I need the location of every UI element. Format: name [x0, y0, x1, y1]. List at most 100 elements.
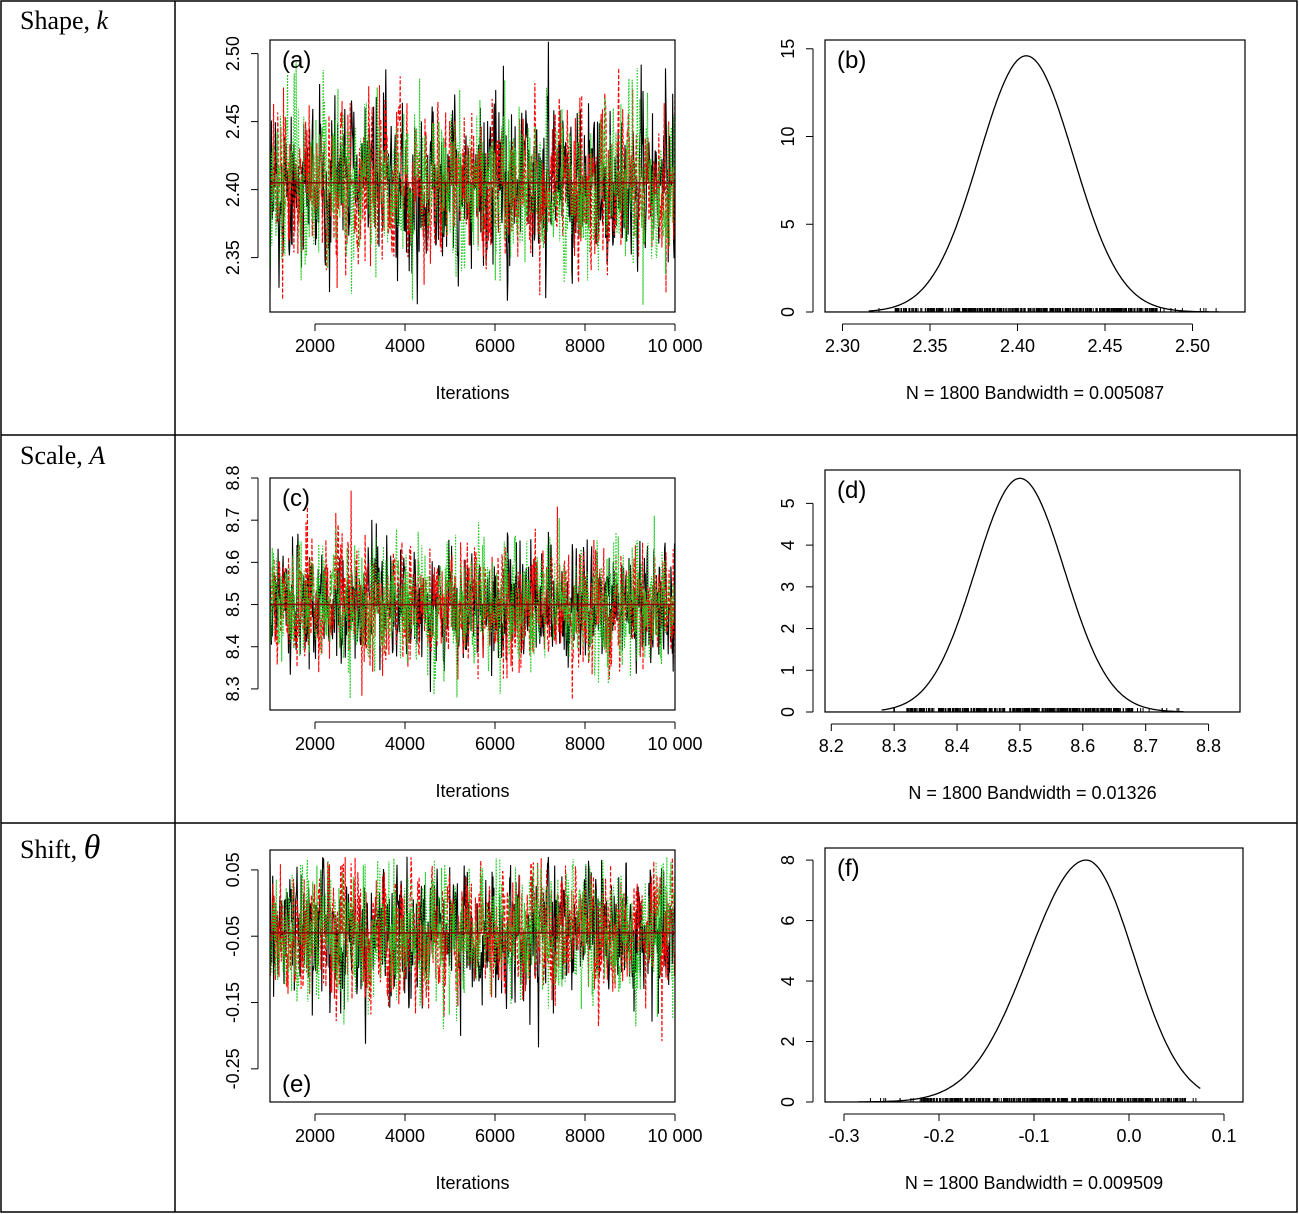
x-tick-label: -0.1 [1018, 1126, 1049, 1146]
plot-frame [824, 39, 1246, 313]
y-axis: -0.25 -0.15 -0.05 0.05 [223, 852, 259, 1089]
x-tick-label: 8.2 [819, 736, 844, 756]
x-tick-label: 2000 [295, 734, 335, 754]
x-tick-label: 4000 [385, 336, 425, 356]
y-tick-label: 3 [778, 582, 798, 592]
x-tick-label: 6000 [475, 734, 515, 754]
y-tick-label: 4 [778, 976, 798, 986]
y-tick-label: 4 [778, 540, 798, 550]
y-tick-label: 2.50 [223, 36, 243, 71]
y-tick-label: -0.25 [223, 1048, 243, 1089]
x-tick-label: 4000 [385, 1126, 425, 1146]
trace-chain-3 [270, 515, 675, 699]
x-axis-label: N = 1800 Bandwidth = 0.01326 [908, 783, 1156, 803]
x-tick-label: 8.5 [1007, 736, 1032, 756]
x-tick-label: -0.2 [923, 1126, 954, 1146]
x-tick-label: 8.8 [1196, 736, 1221, 756]
y-tick-label: 8.5 [223, 592, 243, 617]
x-axis: 2000 4000 6000 8000 10 000 [295, 1113, 703, 1146]
panel-d: 8.2 8.3 8.4 8.5 8.6 8.7 8.8 N = 1800 Bandwidth … [778, 469, 1241, 803]
x-tick-label: 8.6 [1070, 736, 1095, 756]
x-tick-label: 0.0 [1116, 1126, 1141, 1146]
x-axis: 2000 4000 6000 8000 10 000 [295, 721, 703, 754]
x-tick-label: 6000 [475, 1126, 515, 1146]
plot-frame [824, 469, 1241, 713]
x-tick-label: 2.40 [1000, 336, 1035, 356]
panel-label-d: (d) [837, 477, 866, 504]
plot-area-d [825, 477, 1240, 712]
x-tick-label: 10 000 [647, 734, 702, 754]
x-tick-label: 2.45 [1087, 336, 1122, 356]
y-tick-label: 2.35 [223, 240, 243, 275]
plot-area-b [825, 55, 1245, 312]
y-tick-label: 2.40 [223, 172, 243, 207]
chart-panels: 2000 4000 6000 8000 10 000Iterations2.352.40… [223, 36, 1246, 1193]
x-tick-label: 8000 [565, 734, 605, 754]
y-axis: 0 1 2 3 4 5 [778, 498, 814, 717]
y-tick-label: 15 [778, 39, 798, 59]
rug-marks [869, 1098, 1197, 1102]
x-tick-label: 4000 [385, 734, 425, 754]
x-axis: -0.3 -0.2 -0.1 0.0 0.1 [828, 1113, 1237, 1146]
panel-f: -0.3 -0.2 -0.1 0.0 0.1 N = 1800 Bandwidth = 0… [778, 847, 1244, 1193]
x-tick-label: 8.7 [1133, 736, 1158, 756]
y-tick-label: 1 [778, 665, 798, 675]
panel-c: 2000 4000 6000 8000 10 000Iterations8.38.48.… [223, 465, 703, 801]
x-tick-label: 2000 [295, 336, 335, 356]
y-tick-label: 8.4 [223, 634, 243, 659]
plot-area-c [270, 490, 675, 700]
panel-e: 2000 4000 6000 8000 10 000Iterations-0.25-0.… [223, 849, 703, 1193]
x-tick-label: 10 000 [647, 1126, 702, 1146]
y-tick-label: 8.7 [223, 508, 243, 533]
y-tick-label: 0 [778, 1097, 798, 1107]
x-axis: 2000 4000 6000 8000 10 000 [295, 323, 703, 356]
density-curve [858, 859, 1201, 1102]
y-tick-label: 0 [778, 307, 798, 317]
x-tick-label: 8000 [565, 336, 605, 356]
x-tick-label: 6000 [475, 336, 515, 356]
y-tick-label: 0 [778, 707, 798, 717]
x-tick-label: 2.50 [1175, 336, 1210, 356]
row-label-shift: Shift, θ [20, 829, 100, 866]
rug-marks [893, 708, 1180, 712]
y-tick-label: 2 [778, 624, 798, 634]
plot-frame [269, 849, 676, 1103]
x-tick-label: 10 000 [647, 336, 702, 356]
y-axis: 0 2 4 6 8 [778, 855, 814, 1107]
x-tick-label: 8.3 [882, 736, 907, 756]
y-axis: 8.3 8.4 8.5 8.6 8.7 8.8 [223, 465, 259, 701]
x-tick-label: 2000 [295, 1126, 335, 1146]
panel-label-e: (e) [282, 1071, 311, 1098]
y-tick-label: 2.45 [223, 104, 243, 139]
y-tick-label: 8.6 [223, 550, 243, 575]
x-axis: 2.30 2.35 2.40 2.45 2.50 [825, 323, 1210, 356]
x-tick-label: 0.1 [1211, 1126, 1236, 1146]
y-tick-label: 5 [778, 498, 798, 508]
x-axis-label: Iterations [435, 383, 509, 403]
density-curve [868, 55, 1219, 312]
trace-chain-3 [270, 62, 675, 305]
y-axis: 0 5 10 15 [778, 39, 814, 317]
x-axis-label: Iterations [435, 781, 509, 801]
y-tick-label: 10 [778, 127, 798, 147]
plot-frame [269, 39, 676, 313]
y-tick-label: 2 [778, 1037, 798, 1047]
panel-label-b: (b) [837, 47, 866, 74]
trace-chain-2 [270, 490, 675, 700]
x-tick-label: 8.4 [945, 736, 970, 756]
x-tick-label: 2.30 [825, 336, 860, 356]
y-tick-label: -0.05 [223, 916, 243, 957]
y-tick-label: 8.8 [223, 465, 243, 490]
panel-label-c: (c) [282, 485, 310, 512]
x-axis-label: N = 1800 Bandwidth = 0.009509 [905, 1173, 1163, 1193]
plot-area-a [270, 41, 675, 305]
y-tick-label: 0.05 [223, 852, 243, 887]
row-label-scale: Scale, A [20, 441, 105, 470]
plot-area-f [825, 859, 1243, 1102]
y-tick-label: -0.15 [223, 982, 243, 1023]
panel-b: 2.30 2.35 2.40 2.45 2.50 N = 1800 Bandwidth =… [778, 39, 1246, 403]
y-tick-label: 5 [778, 219, 798, 229]
plot-frame [824, 847, 1244, 1103]
y-tick-label: 8.3 [223, 676, 243, 701]
rug-marks [878, 308, 1217, 312]
